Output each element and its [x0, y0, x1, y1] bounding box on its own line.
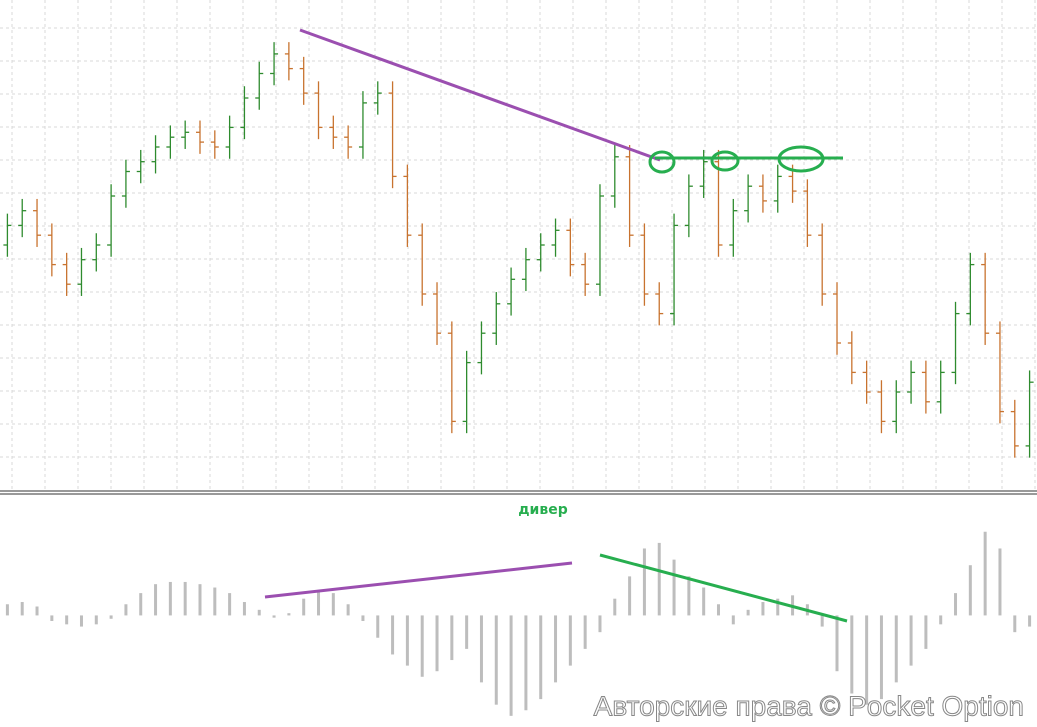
- histogram-bar: [939, 615, 943, 625]
- histogram-bar: [1013, 615, 1017, 633]
- trend-line: [264, 561, 573, 599]
- histogram-bar: [761, 602, 765, 616]
- histogram-bar: [583, 615, 587, 649]
- histogram-bar: [391, 615, 395, 655]
- grid: [0, 0, 1037, 490]
- histogram-bar: [302, 598, 306, 616]
- histogram-bar: [494, 615, 498, 705]
- histogram-bar: [524, 615, 528, 711]
- histogram-bar: [331, 593, 335, 616]
- trend-line: [599, 553, 848, 623]
- histogram-bar: [20, 602, 24, 616]
- histogram-bar: [405, 615, 409, 666]
- histogram-bar: [954, 593, 958, 616]
- histogram-bar: [657, 542, 661, 616]
- histogram-bar: [139, 593, 143, 616]
- highlight-circle: [777, 145, 825, 173]
- trend-line: [299, 28, 661, 162]
- histogram-bar: [198, 584, 202, 616]
- histogram-bar: [5, 604, 9, 616]
- histogram-bar: [228, 593, 232, 616]
- histogram-bar: [420, 615, 424, 677]
- histogram-bar: [35, 606, 39, 616]
- histogram-bar: [465, 615, 469, 649]
- histogram-bar: [554, 615, 558, 683]
- histogram-bar: [702, 587, 706, 616]
- histogram-bar: [479, 615, 483, 683]
- histogram-bar: [998, 548, 1002, 616]
- histogram-bar: [109, 615, 113, 619]
- histogram-bar: [865, 615, 869, 705]
- histogram-bar: [65, 615, 69, 625]
- histogram-bar: [168, 581, 172, 616]
- histogram-bar: [435, 615, 439, 672]
- histogram-bar: [272, 615, 276, 618]
- histogram-bar: [317, 590, 321, 616]
- histogram-bar: [968, 565, 972, 616]
- highlight-circle: [710, 150, 740, 172]
- histogram-bar: [242, 602, 246, 616]
- histogram-bar: [909, 615, 913, 666]
- histogram-bar: [257, 609, 261, 616]
- histogram-bar: [509, 615, 513, 716]
- histogram-bar: [687, 576, 691, 616]
- annotations: [264, 28, 848, 623]
- histogram-bar: [450, 615, 454, 661]
- histogram-bar: [746, 609, 750, 616]
- histogram-bar: [568, 615, 572, 666]
- plot: [3, 42, 1034, 716]
- histogram-bar: [672, 559, 676, 616]
- histogram-bar: [361, 615, 365, 621]
- histogram-bar: [924, 615, 928, 649]
- histogram-bar: [183, 581, 187, 616]
- histogram-bar: [642, 548, 646, 616]
- watermark: Авторские права © Pocket Option: [594, 690, 1024, 721]
- histogram-bar: [820, 615, 824, 627]
- histogram-bar: [213, 587, 217, 616]
- histogram-bar: [850, 615, 854, 694]
- histogram-bar: [628, 576, 632, 616]
- histogram-bar: [894, 615, 898, 683]
- histogram-bar: [539, 615, 543, 700]
- histogram-bar: [287, 613, 291, 616]
- histogram-bar: [776, 598, 780, 616]
- histogram-bar: [346, 604, 350, 616]
- histogram-bar: [94, 615, 98, 625]
- histogram-bar: [1028, 615, 1032, 627]
- histogram-bar: [613, 598, 617, 616]
- histogram-bar: [835, 615, 839, 672]
- histogram-bar: [50, 615, 54, 621]
- histogram-bar: [376, 615, 380, 638]
- histogram-bar: [716, 604, 720, 616]
- histogram-bar: [731, 615, 735, 625]
- highlight-circle: [648, 150, 676, 174]
- histogram-bar: [983, 531, 987, 616]
- histogram-bar: [879, 615, 883, 700]
- indicator-label: дивер: [518, 502, 568, 518]
- histogram-bar: [154, 584, 158, 616]
- histogram-bar: [598, 615, 602, 633]
- histogram-bar: [79, 615, 83, 627]
- histogram-bar: [124, 604, 128, 616]
